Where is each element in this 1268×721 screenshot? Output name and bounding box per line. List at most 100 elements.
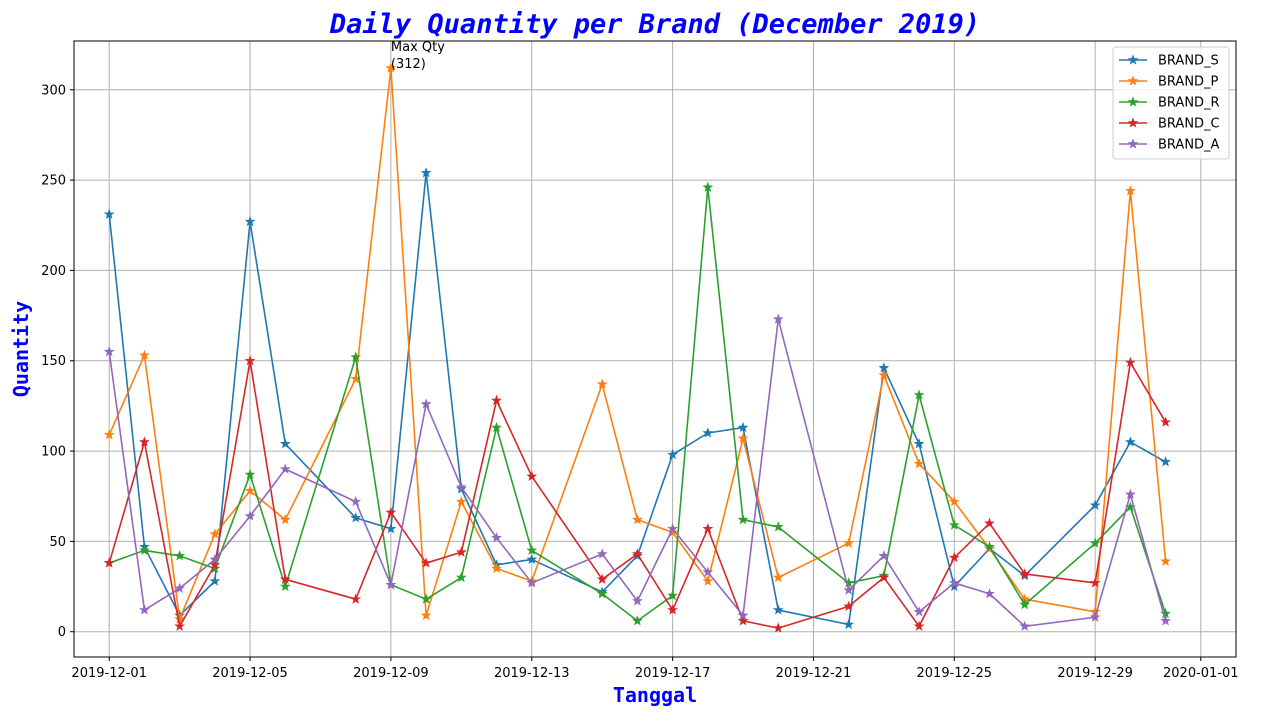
data-point-0-5 [279, 438, 291, 449]
data-point-0-11 [526, 553, 538, 565]
data-point-0-18 [843, 618, 855, 630]
data-point-4-26 [1160, 615, 1171, 626]
grid [74, 41, 1236, 657]
data-point-0-14 [667, 449, 678, 460]
data-point-3-7 [385, 506, 397, 518]
data-point-1-16 [737, 432, 749, 444]
data-point-3-1 [139, 436, 150, 447]
data-point-2-22 [984, 541, 995, 552]
data-point-1-14 [667, 526, 678, 537]
data-point-1-25 [1124, 185, 1136, 196]
data-point-2-16 [737, 514, 749, 525]
data-point-2-2 [174, 550, 186, 561]
data-point-4-6 [350, 495, 362, 507]
data-point-4-4 [244, 510, 256, 521]
data-point-4-13 [632, 595, 643, 606]
x-tick-label-5: 2019-12-21 [776, 666, 852, 681]
data-point-2-3 [209, 562, 221, 574]
data-point-3-3 [209, 559, 221, 570]
data-point-1-0 [103, 429, 115, 440]
legend-marker-4 [1127, 138, 1139, 149]
series-line-3 [108, 359, 1167, 629]
data-point-4-22 [984, 588, 995, 599]
plot-frame [73, 40, 1237, 658]
x-tick-label-8: 2020-01-01 [1163, 666, 1239, 681]
data-point-3-16 [737, 615, 749, 626]
data-point-4-20 [913, 606, 925, 617]
x-tick-label-2: 2019-12-09 [353, 666, 429, 681]
data-point-4-5 [279, 463, 291, 474]
data-point-3-8 [420, 557, 432, 568]
data-point-1-18 [843, 537, 855, 548]
data-point-2-4 [244, 468, 256, 480]
series-brand-p [103, 62, 1171, 624]
data-point-3-24 [1089, 577, 1101, 588]
data-point-1-3 [209, 528, 221, 539]
legend-label-0: BRAND_S [1158, 54, 1219, 69]
data-point-1-13 [632, 514, 643, 525]
data-point-3-0 [103, 557, 115, 568]
series-layer [103, 62, 1171, 633]
legend-marker-1 [1127, 75, 1139, 86]
data-point-3-15 [702, 523, 714, 534]
series-brand-c [103, 355, 1171, 633]
data-point-3-5 [279, 573, 291, 584]
y-tick-label-0: 0 [58, 625, 66, 640]
data-point-1-9 [455, 495, 467, 507]
data-point-2-13 [632, 615, 643, 626]
data-point-4-9 [455, 481, 467, 492]
legend-label-2: BRAND_R [1158, 96, 1220, 111]
data-point-3-11 [526, 470, 538, 481]
legend-box [1112, 46, 1230, 160]
x-axis-label: Tanggal [613, 683, 697, 707]
data-point-0-16 [737, 421, 749, 433]
legend-label-1: BRAND_P [1158, 75, 1219, 90]
data-point-3-13 [632, 548, 643, 559]
data-point-2-15 [702, 181, 714, 192]
data-point-1-21 [948, 495, 960, 507]
x-tick-label-7: 2019-12-29 [1057, 666, 1133, 681]
x-tick-label-0: 2019-12-01 [71, 666, 147, 681]
legend-marker-3 [1127, 117, 1139, 128]
legend: BRAND_S BRAND_P BRAND_R BRAND_C BRAND_A [1112, 46, 1230, 160]
x-tick-label-6: 2019-12-25 [917, 666, 993, 681]
data-point-4-18 [843, 584, 855, 595]
y-tick-label-6: 300 [41, 83, 66, 98]
data-point-4-12 [596, 548, 608, 559]
data-point-3-26 [1160, 416, 1171, 427]
data-point-1-15 [702, 575, 714, 586]
data-point-1-1 [139, 349, 150, 360]
data-point-3-19 [878, 571, 890, 583]
data-point-3-12 [596, 573, 608, 584]
y-tick-label-5: 250 [41, 174, 66, 189]
y-tick-label-3: 150 [41, 354, 66, 369]
data-point-2-10 [491, 421, 502, 433]
data-point-3-21 [948, 551, 960, 563]
chart-title: Daily Quantity per Brand (December 2019) [329, 9, 980, 40]
data-point-2-12 [596, 588, 608, 599]
data-point-3-17 [772, 622, 784, 633]
data-point-2-23 [1019, 598, 1031, 610]
legend-label-3: BRAND_C [1158, 117, 1220, 132]
data-point-2-5 [279, 580, 291, 592]
data-point-2-11 [526, 544, 538, 556]
data-point-0-20 [913, 438, 925, 449]
ticks: 2019-12-01 2019-12-05 2019-12-09 2019-12-13… [41, 83, 1238, 681]
data-point-4-24 [1089, 611, 1101, 622]
y-tick-label-4: 200 [41, 264, 66, 279]
legend-marker-2 [1127, 96, 1139, 107]
annotation-line-1: (312) [391, 57, 426, 72]
data-point-1-26 [1160, 555, 1171, 566]
data-point-4-19 [878, 550, 890, 561]
data-point-2-24 [1089, 537, 1101, 548]
data-point-1-8 [420, 609, 432, 621]
data-point-3-6 [350, 593, 362, 604]
data-point-0-24 [1089, 499, 1101, 510]
data-point-4-3 [209, 553, 221, 565]
data-point-1-5 [279, 514, 291, 525]
data-point-3-20 [913, 620, 925, 631]
data-point-0-25 [1124, 436, 1136, 447]
data-point-4-16 [737, 609, 749, 621]
